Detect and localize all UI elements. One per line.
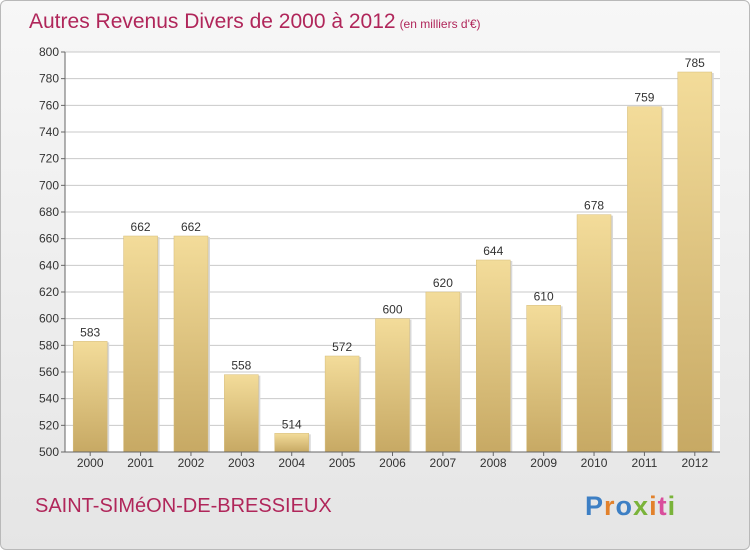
bar — [375, 318, 410, 453]
x-tick-label: 2005 — [329, 456, 356, 470]
bar — [173, 235, 209, 453]
chart-subtitle: (en milliers d'€) — [399, 17, 481, 31]
bar — [677, 71, 713, 453]
data-label: 662 — [181, 220, 201, 234]
data-label: 759 — [634, 91, 654, 105]
bar — [274, 433, 309, 453]
y-tick-label: 660 — [39, 232, 59, 246]
commune-name: SAINT-SIMéON-DE-BRESSIEUX — [35, 495, 332, 517]
brand-letter: o — [615, 491, 634, 521]
bar — [476, 259, 511, 453]
data-label: 662 — [131, 220, 151, 234]
x-tick-label: 2007 — [430, 456, 457, 470]
bar — [627, 106, 662, 453]
y-tick-label: 560 — [39, 365, 59, 379]
y-tick-label: 680 — [39, 205, 59, 219]
chart-title: Autres Revenus Divers de 2000 à 2012 (en … — [29, 10, 481, 34]
x-tick-label: 2003 — [228, 456, 255, 470]
x-tick-label: 2000 — [77, 456, 104, 470]
y-tick-label: 520 — [39, 418, 59, 432]
x-tick-label: 2001 — [127, 456, 154, 470]
chart-title-text: Autres Revenus Divers de 2000 à 2012 — [29, 10, 396, 33]
bar — [526, 305, 561, 453]
x-tick-label: 2002 — [178, 456, 205, 470]
brand-letter: x — [633, 491, 650, 521]
data-label: 600 — [382, 303, 402, 317]
x-tick-label: 2006 — [379, 456, 406, 470]
bar — [576, 214, 612, 453]
y-tick-label: 800 — [39, 45, 59, 59]
x-tick-label: 2010 — [581, 456, 608, 470]
data-label: 514 — [282, 417, 302, 431]
x-tick-label: 2004 — [278, 456, 305, 470]
x-tick-label: 2008 — [480, 456, 507, 470]
bar — [224, 374, 259, 453]
data-label: 785 — [685, 56, 705, 70]
bar — [72, 341, 108, 453]
data-label: 572 — [332, 340, 352, 354]
y-tick-label: 720 — [39, 152, 59, 166]
x-tick-label: 2012 — [681, 456, 708, 470]
data-label: 644 — [483, 244, 503, 258]
y-tick-label: 700 — [39, 178, 59, 192]
brand-letter: P — [585, 491, 605, 521]
y-tick-label: 500 — [39, 445, 59, 459]
brand-letter: i — [649, 491, 658, 521]
data-label: 610 — [534, 289, 554, 303]
data-label: 678 — [584, 199, 604, 213]
brand-letter: i — [667, 491, 677, 521]
bar — [324, 355, 360, 453]
y-tick-label: 600 — [39, 312, 59, 326]
y-tick-label: 760 — [39, 98, 59, 112]
data-label: 558 — [231, 359, 251, 373]
bar — [425, 291, 461, 453]
y-tick-label: 780 — [39, 72, 59, 86]
brand-letter: t — [657, 491, 668, 521]
y-tick-label: 740 — [39, 125, 59, 139]
y-tick-label: 640 — [39, 258, 59, 272]
y-tick-label: 580 — [39, 338, 59, 352]
y-tick-label: 620 — [39, 285, 59, 299]
brand-logo: Proxiti — [585, 491, 676, 522]
data-label: 620 — [433, 276, 453, 290]
y-tick-label: 540 — [39, 392, 59, 406]
brand-letter: r — [604, 491, 616, 521]
data-label: 583 — [80, 325, 100, 339]
x-tick-label: 2011 — [632, 456, 658, 470]
x-tick-label: 2009 — [530, 456, 557, 470]
bar — [123, 235, 158, 453]
